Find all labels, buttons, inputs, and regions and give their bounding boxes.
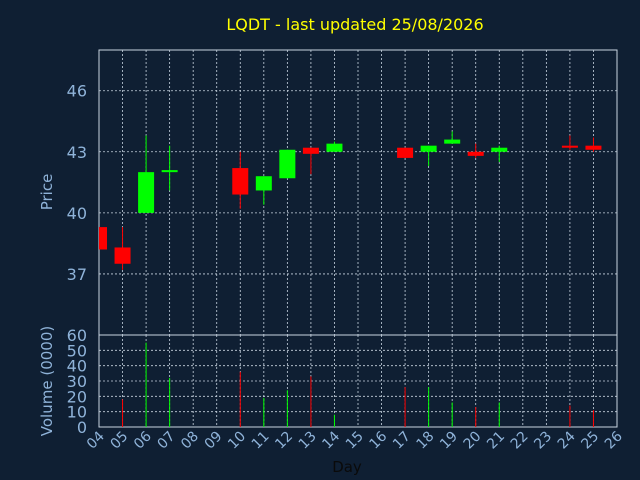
volume-tick-label: 40 — [67, 357, 87, 376]
candle-body — [467, 151, 484, 156]
candle-body — [561, 145, 578, 148]
candle-body — [161, 170, 178, 173]
volume-tick-label: 10 — [67, 403, 87, 422]
candle-body — [326, 143, 343, 152]
candle-body — [255, 176, 272, 191]
candle-body — [232, 168, 249, 195]
volume-tick-label: 60 — [67, 326, 87, 345]
price-tick-label: 46 — [67, 82, 87, 101]
volume-tick-label: 30 — [67, 372, 87, 391]
candle-body — [114, 247, 131, 264]
price-tick-label: 37 — [67, 265, 87, 284]
candle-body — [491, 147, 508, 152]
volume-axis-label: Volume (0000) — [38, 326, 56, 436]
candle-body — [420, 145, 437, 152]
candle-body — [444, 139, 461, 144]
candles-group — [99, 131, 602, 270]
candle-body — [279, 149, 296, 179]
price-tick-label: 43 — [67, 143, 87, 162]
chart-title: LQDT - last updated 25/08/2026 — [226, 15, 483, 34]
volume-tick-label: 0 — [77, 418, 87, 437]
volume-tick-label: 20 — [67, 387, 87, 406]
candle-body — [397, 147, 414, 158]
x-axis-label: Day — [332, 458, 362, 476]
volume-tick-label: 50 — [67, 341, 87, 360]
candle-body — [138, 172, 155, 213]
price-panel: 37 40 43 46 — [67, 49, 618, 336]
price-tick-label: 40 — [67, 204, 87, 223]
price-axis-label: Price — [38, 174, 56, 211]
candle-body — [302, 147, 319, 154]
candle-body — [585, 145, 602, 150]
candle-body — [99, 227, 107, 250]
